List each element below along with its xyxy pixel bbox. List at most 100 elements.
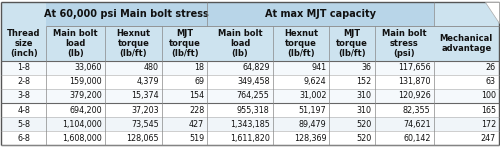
Text: 1,611,820: 1,611,820 — [230, 133, 270, 143]
Bar — [105, 26, 162, 61]
Bar — [434, 117, 499, 131]
Text: 73,545: 73,545 — [131, 120, 159, 128]
Bar — [208, 61, 272, 75]
Text: 228: 228 — [189, 106, 204, 115]
Bar — [46, 89, 105, 103]
Text: 172: 172 — [481, 120, 496, 128]
Bar — [330, 75, 375, 89]
Bar — [434, 131, 499, 145]
Text: 1,343,185: 1,343,185 — [230, 120, 270, 128]
Text: 165: 165 — [481, 106, 496, 115]
Polygon shape — [485, 2, 499, 23]
Bar — [208, 26, 272, 61]
Text: Mechanical
advantage: Mechanical advantage — [440, 34, 493, 53]
Bar — [434, 75, 499, 89]
Bar — [330, 117, 375, 131]
Text: 128,065: 128,065 — [126, 133, 159, 143]
Bar — [375, 26, 434, 61]
Text: 100: 100 — [481, 91, 496, 100]
Bar — [330, 131, 375, 145]
Bar — [208, 2, 434, 26]
Bar — [434, 89, 499, 103]
Bar — [330, 61, 375, 75]
Text: Hexnut
torque
(lb/ft): Hexnut torque (lb/ft) — [284, 29, 318, 58]
Bar — [46, 2, 207, 26]
Text: 1,608,000: 1,608,000 — [62, 133, 102, 143]
Bar — [162, 131, 208, 145]
Text: 64,829: 64,829 — [242, 63, 270, 73]
Text: 3-8: 3-8 — [18, 91, 30, 100]
Text: 5-8: 5-8 — [17, 120, 30, 128]
Text: At max MJT capacity: At max MJT capacity — [265, 9, 376, 19]
Bar — [272, 89, 330, 103]
Bar — [1, 89, 46, 103]
Text: 51,197: 51,197 — [298, 106, 326, 115]
Bar — [208, 103, 272, 117]
Bar — [1, 61, 46, 75]
Text: 1-8: 1-8 — [18, 63, 30, 73]
Bar — [272, 75, 330, 89]
Text: At 60,000 psi Main bolt stress: At 60,000 psi Main bolt stress — [44, 9, 209, 19]
Text: 36: 36 — [362, 63, 372, 73]
Text: 26: 26 — [486, 63, 496, 73]
Bar — [434, 61, 499, 75]
Bar — [434, 2, 499, 26]
Bar — [105, 61, 162, 75]
Bar — [46, 103, 105, 117]
Text: 33,060: 33,060 — [75, 63, 102, 73]
Bar — [272, 103, 330, 117]
Text: 955,318: 955,318 — [237, 106, 270, 115]
Text: 154: 154 — [189, 91, 204, 100]
Bar — [105, 75, 162, 89]
Text: 31,002: 31,002 — [299, 91, 326, 100]
Text: 82,355: 82,355 — [403, 106, 430, 115]
Text: 69: 69 — [194, 77, 204, 86]
Text: 519: 519 — [189, 133, 204, 143]
Text: 152: 152 — [356, 77, 372, 86]
Bar — [375, 75, 434, 89]
Text: 159,000: 159,000 — [70, 77, 102, 86]
Text: 128,369: 128,369 — [294, 133, 326, 143]
Bar — [162, 61, 208, 75]
Text: 427: 427 — [189, 120, 204, 128]
Bar — [162, 103, 208, 117]
Bar — [208, 117, 272, 131]
Bar — [272, 117, 330, 131]
Bar — [375, 61, 434, 75]
Text: Hexnut
torque
(lb/ft): Hexnut torque (lb/ft) — [116, 29, 150, 58]
Bar — [105, 131, 162, 145]
Text: 89,479: 89,479 — [298, 120, 326, 128]
Bar — [46, 75, 105, 89]
Text: 2-8: 2-8 — [17, 77, 30, 86]
Text: 520: 520 — [356, 120, 372, 128]
Bar — [1, 75, 46, 89]
Text: 764,255: 764,255 — [237, 91, 270, 100]
Bar — [330, 103, 375, 117]
Bar — [46, 26, 105, 61]
Text: 6-8: 6-8 — [18, 133, 30, 143]
Bar — [1, 2, 46, 61]
Bar — [1, 131, 46, 145]
Text: 694,200: 694,200 — [70, 106, 102, 115]
Text: 4,379: 4,379 — [136, 77, 159, 86]
Text: Main bolt
load
(lb): Main bolt load (lb) — [218, 29, 262, 58]
Text: MJT
torque
(lb/ft): MJT torque (lb/ft) — [168, 29, 200, 58]
Text: 480: 480 — [144, 63, 159, 73]
Text: 18: 18 — [194, 63, 204, 73]
Bar — [46, 61, 105, 75]
Bar — [375, 117, 434, 131]
Text: 247: 247 — [481, 133, 496, 143]
Text: 74,621: 74,621 — [403, 120, 430, 128]
Text: 310: 310 — [357, 91, 372, 100]
Bar — [272, 26, 330, 61]
Bar — [434, 103, 499, 117]
Text: 310: 310 — [357, 106, 372, 115]
Text: 520: 520 — [356, 133, 372, 143]
Bar — [272, 131, 330, 145]
Bar — [208, 75, 272, 89]
Text: 379,200: 379,200 — [70, 91, 102, 100]
Bar — [105, 103, 162, 117]
Bar — [272, 61, 330, 75]
Bar — [105, 117, 162, 131]
Text: 9,624: 9,624 — [304, 77, 326, 86]
